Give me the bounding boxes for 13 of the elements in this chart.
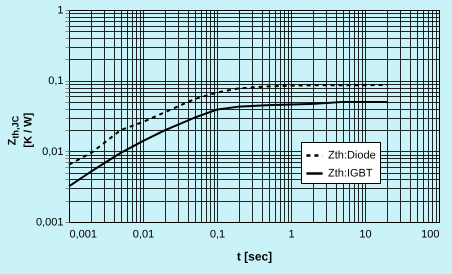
x-tick-label: 10	[359, 228, 372, 240]
x-tick-label: 0,01	[132, 228, 154, 240]
y-tick-label: 1	[57, 4, 64, 16]
y-tick-label: 0,001	[36, 216, 64, 228]
x-tick-label: 100	[421, 228, 440, 240]
legend-label: Zth:Diode	[328, 150, 376, 162]
x-tick-label: 1	[288, 228, 295, 240]
x-axis-title: t [sec]	[236, 250, 272, 264]
x-tick-label: 0,1	[210, 228, 226, 240]
x-tick-label: 0,001	[70, 228, 98, 240]
y-tick-label: 0,01	[42, 146, 64, 158]
y-tick-label: 0,1	[48, 75, 64, 88]
legend-label: Zth:IGBT	[328, 168, 373, 180]
